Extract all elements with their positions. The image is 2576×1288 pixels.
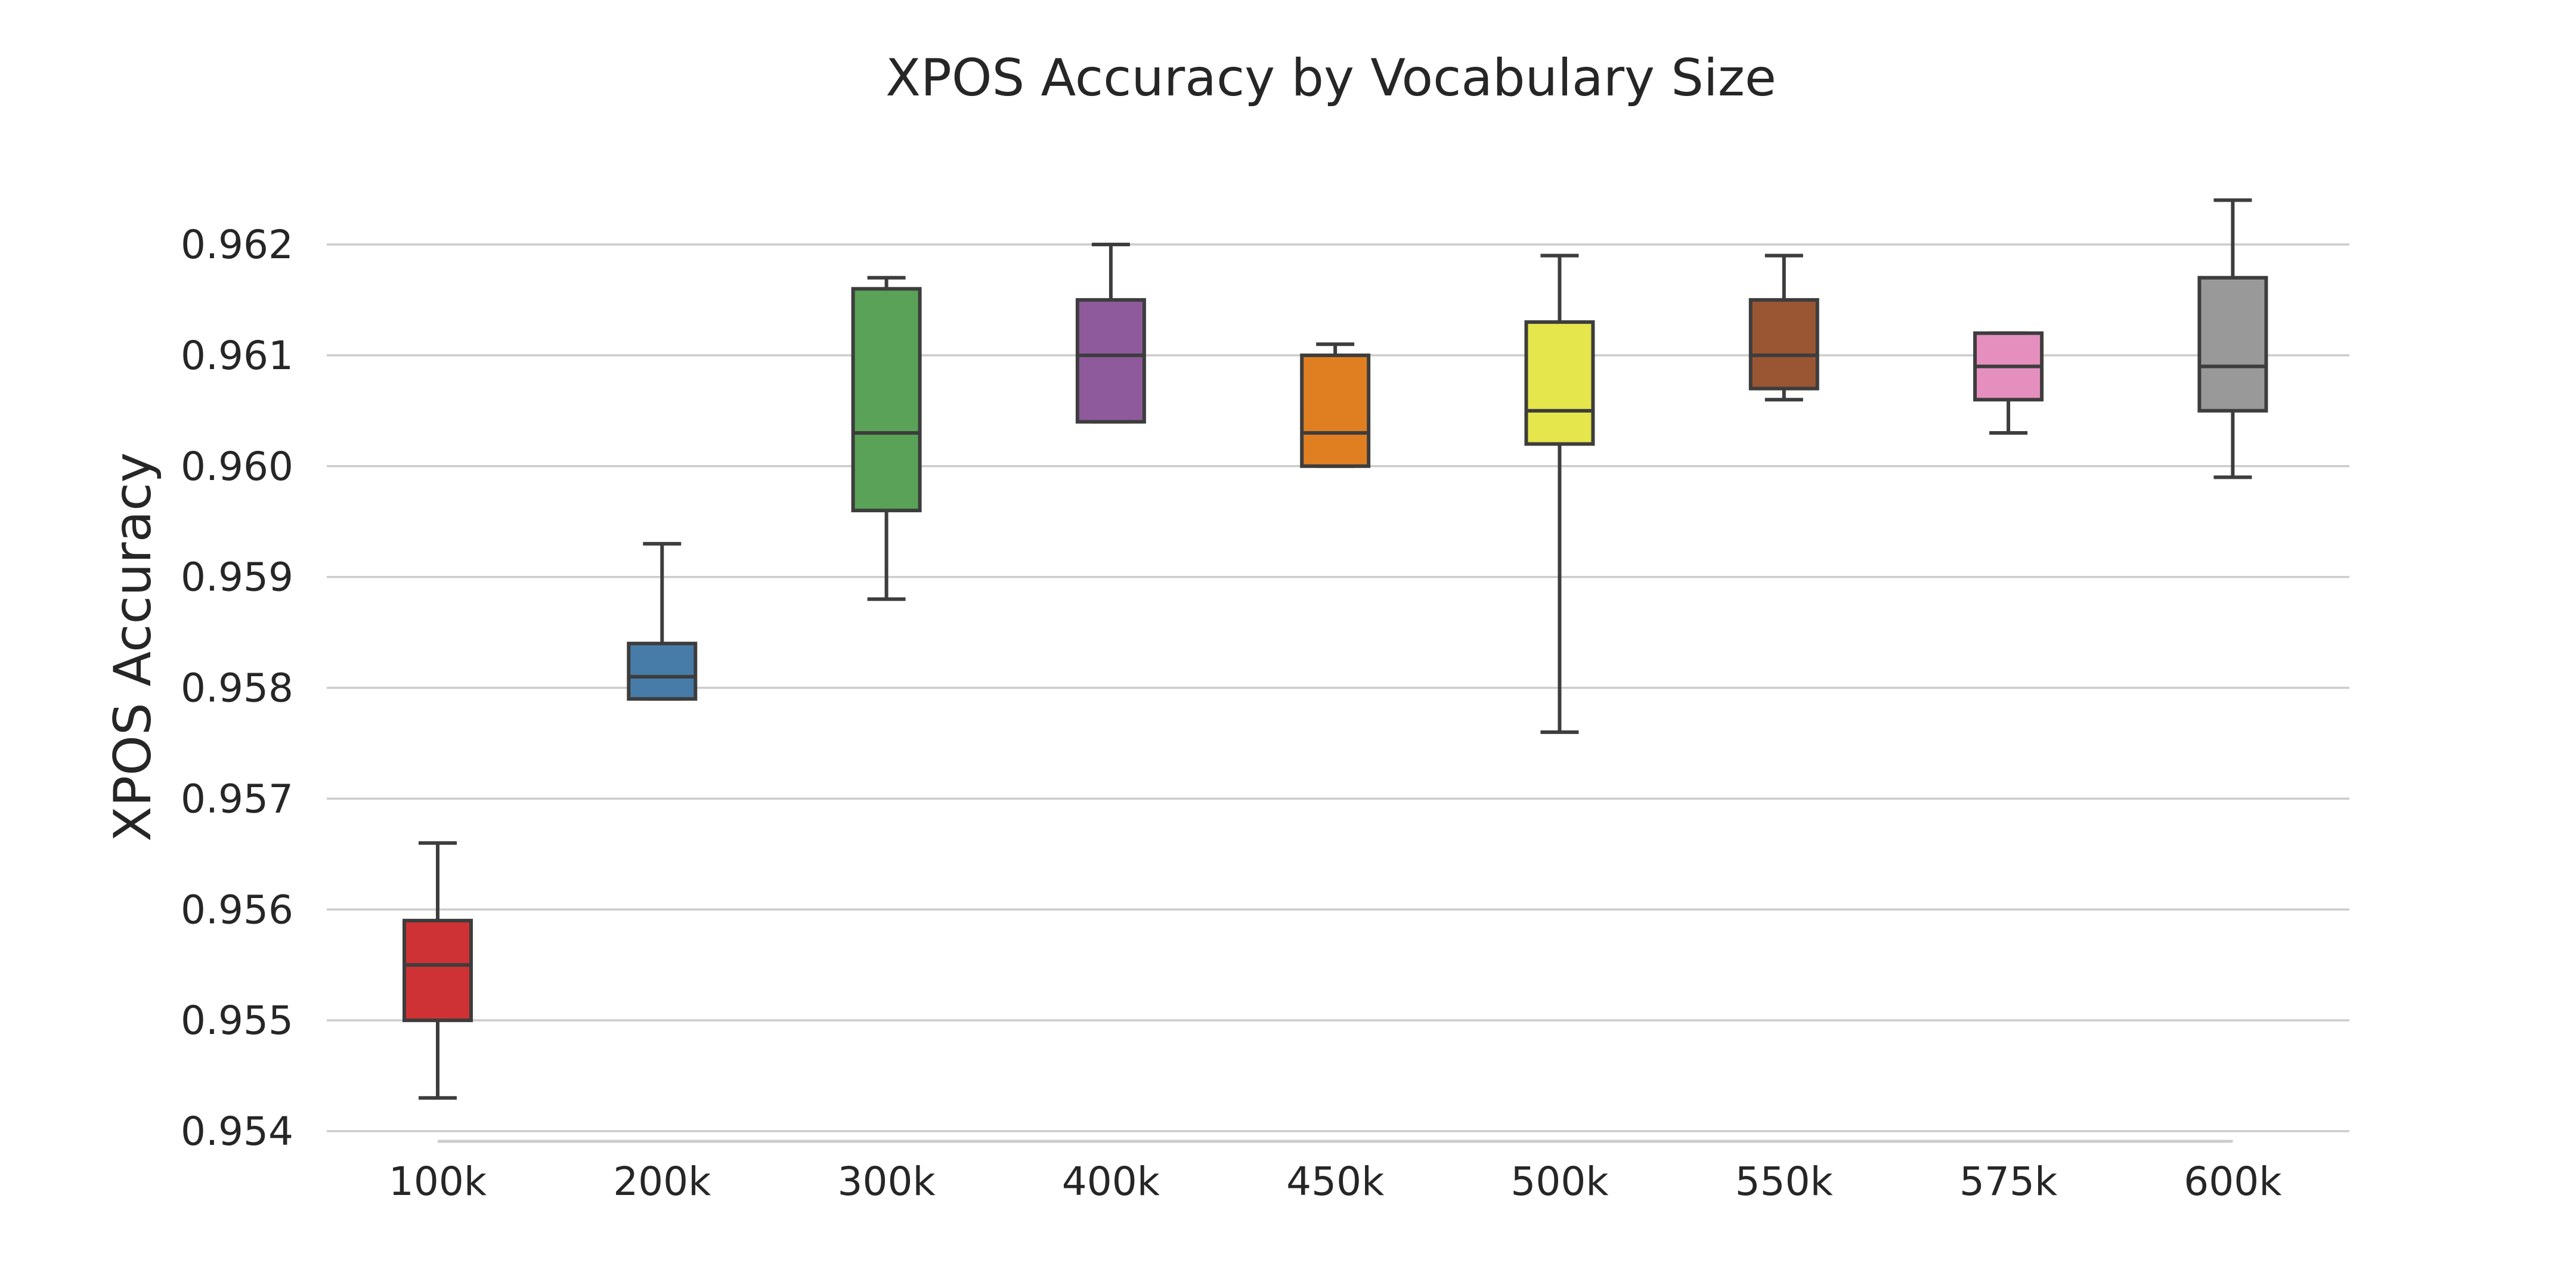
iqr-box xyxy=(2197,275,2268,413)
x-tick-label: 575k xyxy=(1959,1159,2058,1205)
x-tick-label: 500k xyxy=(1510,1159,1609,1205)
x-tick-label: 600k xyxy=(2184,1159,2282,1205)
box-200k xyxy=(627,541,698,701)
box-550k xyxy=(1748,253,1819,402)
boxes xyxy=(402,198,2268,1100)
x-tick-label: 550k xyxy=(1735,1159,1834,1205)
x-tick-label: 400k xyxy=(1062,1159,1160,1205)
box-450k xyxy=(1300,342,1371,468)
y-tick-label: 0.961 xyxy=(181,333,293,379)
iqr-box xyxy=(1748,298,1819,391)
y-tick-label: 0.959 xyxy=(181,555,293,600)
box-575k xyxy=(1973,331,2044,435)
box-300k xyxy=(851,275,922,601)
iqr-box xyxy=(627,642,698,701)
box-400k xyxy=(1075,243,1146,424)
x-tick-label: 200k xyxy=(613,1159,711,1205)
y-tick-label: 0.955 xyxy=(181,998,293,1044)
x-tick-label: 100k xyxy=(389,1159,487,1205)
y-axis-title: XPOS Accuracy xyxy=(103,452,163,841)
iqr-box xyxy=(1524,320,1595,446)
y-tick-label: 0.957 xyxy=(181,776,293,822)
iqr-box xyxy=(1075,298,1146,424)
x-tick-label: 300k xyxy=(837,1159,936,1205)
y-tick-label: 0.956 xyxy=(181,887,293,933)
chart-title: XPOS Accuracy by Vocabulary Size xyxy=(886,48,1776,108)
x-tick-label: 450k xyxy=(1286,1159,1385,1205)
iqr-box xyxy=(851,287,922,513)
iqr-box xyxy=(402,918,473,1023)
iqr-box xyxy=(1300,353,1371,468)
y-tick-labels: 0.954 0.955 0.956 0.957 0.958 0.959 0.960 0.961… xyxy=(181,222,293,1154)
x-tick-labels: 100k 200k 300k 400k 450k 500k 550k 575k 600k xyxy=(389,1159,2282,1205)
box-500k xyxy=(1524,253,1595,734)
y-tick-label: 0.960 xyxy=(181,444,293,490)
y-tick-label: 0.954 xyxy=(181,1109,293,1154)
box-600k xyxy=(2197,198,2268,479)
y-tick-label: 0.958 xyxy=(181,665,293,711)
y-tick-label: 0.962 xyxy=(181,222,293,268)
box-100k xyxy=(402,841,473,1100)
